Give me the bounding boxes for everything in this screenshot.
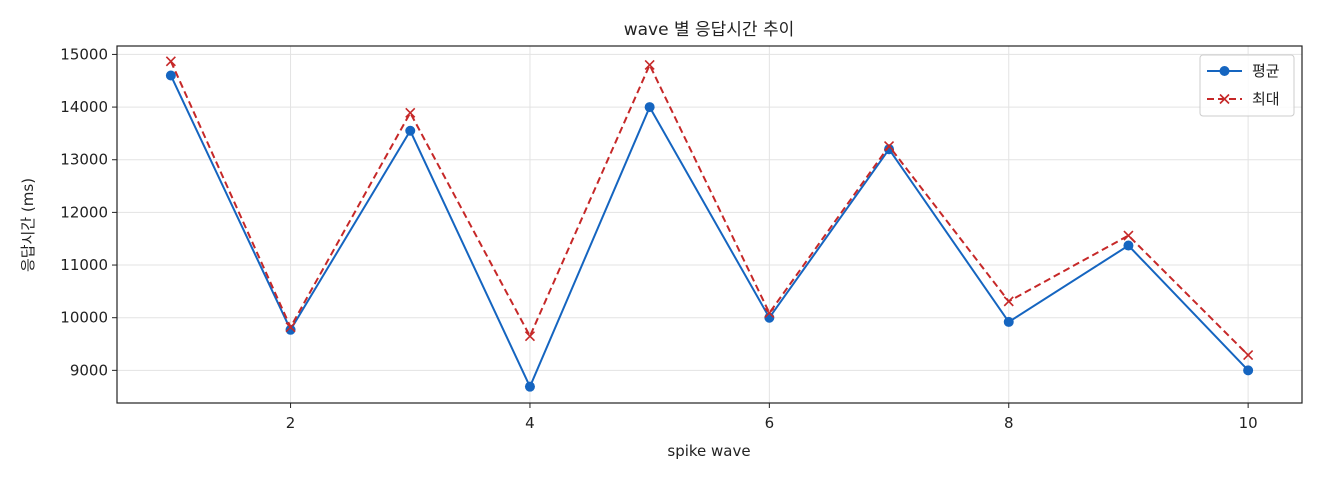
series-line xyxy=(169,75,1249,390)
y-tick-label: 13000 xyxy=(60,151,108,169)
grid xyxy=(117,46,1302,403)
y-tick-label: 14000 xyxy=(60,98,108,116)
data-point xyxy=(405,125,416,136)
y-tick-label: 9000 xyxy=(70,361,108,379)
x-axis-ticks: 2 4 6 8 10 xyxy=(286,403,1258,432)
data-point xyxy=(524,381,535,392)
data-point xyxy=(644,59,655,71)
y-tick-label: 10000 xyxy=(60,309,108,327)
x-tick-label: 10 xyxy=(1239,414,1258,432)
data-point xyxy=(1123,230,1134,241)
legend-marker xyxy=(1219,93,1230,105)
data-point xyxy=(1123,240,1134,251)
legend-label: 평균 xyxy=(1252,62,1280,80)
y-tick-label: 12000 xyxy=(60,203,108,221)
data-point xyxy=(524,331,536,342)
data-point xyxy=(285,324,296,335)
chart-title: wave 별 응답시간 추이 xyxy=(624,20,795,40)
data-point xyxy=(764,312,775,323)
y-axis-ticks: 9000 10000 11000 12000 13000 14000 15000 xyxy=(60,45,117,379)
legend-marker xyxy=(1219,66,1230,76)
plot-frame xyxy=(116,45,1303,404)
legend-label: 최대 xyxy=(1252,90,1280,108)
x-axis-label: spike wave xyxy=(667,442,750,460)
data-point xyxy=(405,107,416,118)
x-tick-label: 6 xyxy=(765,414,775,432)
data-point xyxy=(644,102,655,113)
x-tick-label: 8 xyxy=(1004,414,1014,432)
y-axis-label: 응답시간 (ms) xyxy=(19,178,37,272)
data-point xyxy=(1243,350,1254,361)
legend-item: 최대 xyxy=(1207,90,1280,108)
data-point xyxy=(884,144,895,155)
data-point xyxy=(1243,365,1254,376)
series-2 xyxy=(165,56,1254,361)
legend-box xyxy=(1199,54,1295,117)
data-point xyxy=(165,56,176,67)
x-tick-label: 4 xyxy=(525,414,535,432)
data-point xyxy=(883,140,895,152)
y-tick-label: 11000 xyxy=(60,256,108,274)
series-line xyxy=(169,60,1249,356)
data-point xyxy=(1003,296,1014,307)
data-point xyxy=(285,322,296,333)
data-point xyxy=(1003,316,1014,327)
y-tick-label: 15000 xyxy=(60,45,108,63)
data-point xyxy=(165,70,176,81)
legend-item: 평균 xyxy=(1207,62,1280,80)
series-1 xyxy=(165,70,1254,392)
x-tick-label: 2 xyxy=(286,414,296,432)
data-point xyxy=(764,307,775,319)
series-layer xyxy=(165,56,1254,392)
